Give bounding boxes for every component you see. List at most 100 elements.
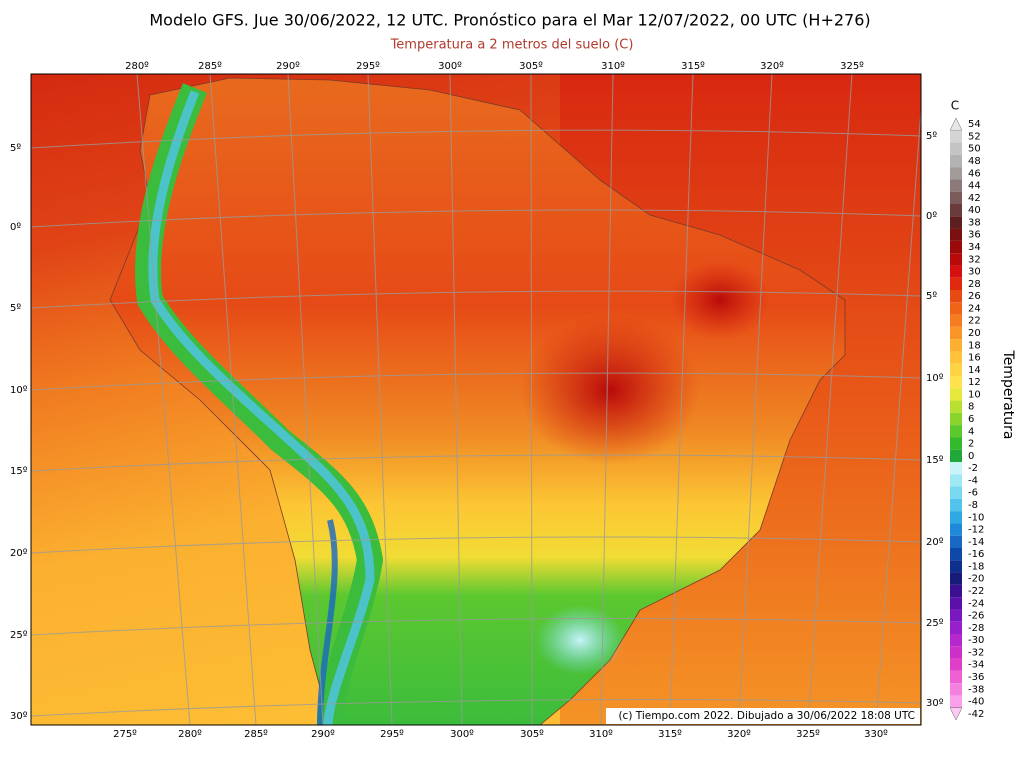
colorbar-tick-label: 50 <box>968 144 981 155</box>
colorbar-tick-label: 0 <box>968 451 974 462</box>
colorbar-swatch <box>950 314 962 327</box>
colorbar-swatch <box>950 609 962 622</box>
colorbar-swatch <box>950 240 962 254</box>
colorbar-swatch <box>950 683 962 696</box>
colorbar-swatch <box>950 646 962 659</box>
colorbar-tick-label: 48 <box>968 156 981 167</box>
lon-label: 295º <box>380 729 404 740</box>
colorbar-swatch <box>950 277 962 290</box>
colorbar-tick-label: 16 <box>968 353 981 364</box>
lon-label: 305º <box>519 61 543 72</box>
lon-label: 315º <box>658 729 682 740</box>
lon-label: 330º <box>864 729 888 740</box>
lat-label: 10º <box>926 373 944 384</box>
map: (c) Tiempo.com 2022. Dibujado a 30/06/20… <box>31 74 921 725</box>
colorbar-tick-label: 40 <box>968 205 981 216</box>
colorbar-tick-label: 10 <box>968 389 981 400</box>
colorbar-swatch <box>950 621 962 634</box>
colorbar-tick-label: 44 <box>968 181 981 192</box>
colorbar-tick-label: -8 <box>968 500 978 511</box>
colorbar-swatch <box>950 204 962 217</box>
colorbar-swatch <box>950 179 962 192</box>
lon-label: 285º <box>244 729 268 740</box>
lat-label: 15º <box>926 455 944 466</box>
colorbar-swatch <box>950 523 962 536</box>
lon-label: 300º <box>450 729 474 740</box>
lon-label: 290º <box>311 729 335 740</box>
colorbar-tick-label: -2 <box>968 463 978 474</box>
colorbar-swatch <box>950 400 962 413</box>
lat-label: 5º <box>10 143 21 154</box>
lat-label: 25º <box>926 618 944 629</box>
colorbar-label: Temperatura <box>1000 350 1016 440</box>
lon-label: 310º <box>589 729 613 740</box>
lat-label: 0º <box>10 222 21 233</box>
colorbar-tick-label: 6 <box>968 414 974 425</box>
colorbar-tick-label: -42 <box>968 709 984 720</box>
colorbar-tick-label: -30 <box>968 635 984 646</box>
colorbar-swatch <box>950 548 962 561</box>
lat-label: 20º <box>926 537 944 548</box>
colorbar-tick-label: 22 <box>968 316 981 327</box>
colorbar-swatch <box>950 511 962 524</box>
colorbar-tick-label: -16 <box>968 549 984 560</box>
colorbar-swatch <box>950 376 962 389</box>
colorbar-tick-label: -18 <box>968 561 984 572</box>
colorbar-tick-label: -14 <box>968 537 984 548</box>
colorbar-tick-label: -38 <box>968 684 984 695</box>
colorbar-swatch <box>950 216 962 229</box>
title: Modelo GFS. Jue 30/06/2022, 12 UTC. Pron… <box>149 11 870 30</box>
colorbar-unit: C <box>951 99 959 113</box>
lat-label: 20º <box>10 548 28 559</box>
colorbar-swatch <box>950 658 962 671</box>
colorbar-swatch <box>950 290 962 303</box>
lat-label: 5º <box>926 291 937 302</box>
colorbar-swatch <box>950 339 962 352</box>
colorbar-swatch <box>950 486 962 499</box>
colorbar-tick-label: 38 <box>968 217 981 228</box>
colorbar-tick-label: 2 <box>968 439 974 450</box>
colorbar-swatch <box>950 326 962 340</box>
colorbar-tick-label: -26 <box>968 611 984 622</box>
lon-label: 310º <box>601 61 625 72</box>
colorbar-swatch <box>950 253 962 266</box>
colorbar-tick-label: -4 <box>968 475 978 486</box>
colorbar-swatch <box>950 572 962 585</box>
colorbar-swatch <box>950 597 962 610</box>
colorbar-swatch <box>950 154 962 168</box>
colorbar-swatch <box>950 425 962 438</box>
credit: (c) Tiempo.com 2022. Dibujado a 30/06/20… <box>618 710 915 722</box>
lat-label: 15º <box>10 466 28 477</box>
colorbar-tick-label: -32 <box>968 647 984 658</box>
lon-label: 300º <box>438 61 462 72</box>
colorbar-swatch <box>950 228 962 241</box>
lon-label: 305º <box>520 729 544 740</box>
colorbar-swatch <box>950 412 962 426</box>
colorbar-tick-label: -28 <box>968 623 984 634</box>
lat-label: 5º <box>10 303 21 314</box>
colorbar-tick-label: -22 <box>968 586 984 597</box>
lon-label: 280º <box>125 61 149 72</box>
colorbar-tick-label: -10 <box>968 512 984 523</box>
colorbar-swatch <box>950 130 962 143</box>
colorbar-swatch <box>950 191 962 204</box>
colorbar-tick-label: -34 <box>968 660 984 671</box>
colorbar-tick-label: 12 <box>968 377 981 388</box>
colorbar-tick-label: -24 <box>968 598 984 609</box>
lon-label: 295º <box>356 61 380 72</box>
colorbar-tick-label: 32 <box>968 254 981 265</box>
colorbar-tick-label: 46 <box>968 168 981 179</box>
colorbar-swatch <box>950 437 962 450</box>
lon-label: 325º <box>796 729 820 740</box>
lat-label: 5º <box>926 131 937 142</box>
colorbar-tick-label: 54 <box>968 119 981 130</box>
lat-label: 30º <box>10 711 28 722</box>
colorbar-tick-label: -36 <box>968 672 984 683</box>
colorbar-tick-label: 36 <box>968 230 981 241</box>
subtitle: Temperatura a 2 metros del suelo (C) <box>390 38 634 53</box>
lon-label: 320º <box>727 729 751 740</box>
lon-label: 280º <box>178 729 202 740</box>
lon-label: 275º <box>113 729 137 740</box>
map-frame <box>30 73 922 726</box>
